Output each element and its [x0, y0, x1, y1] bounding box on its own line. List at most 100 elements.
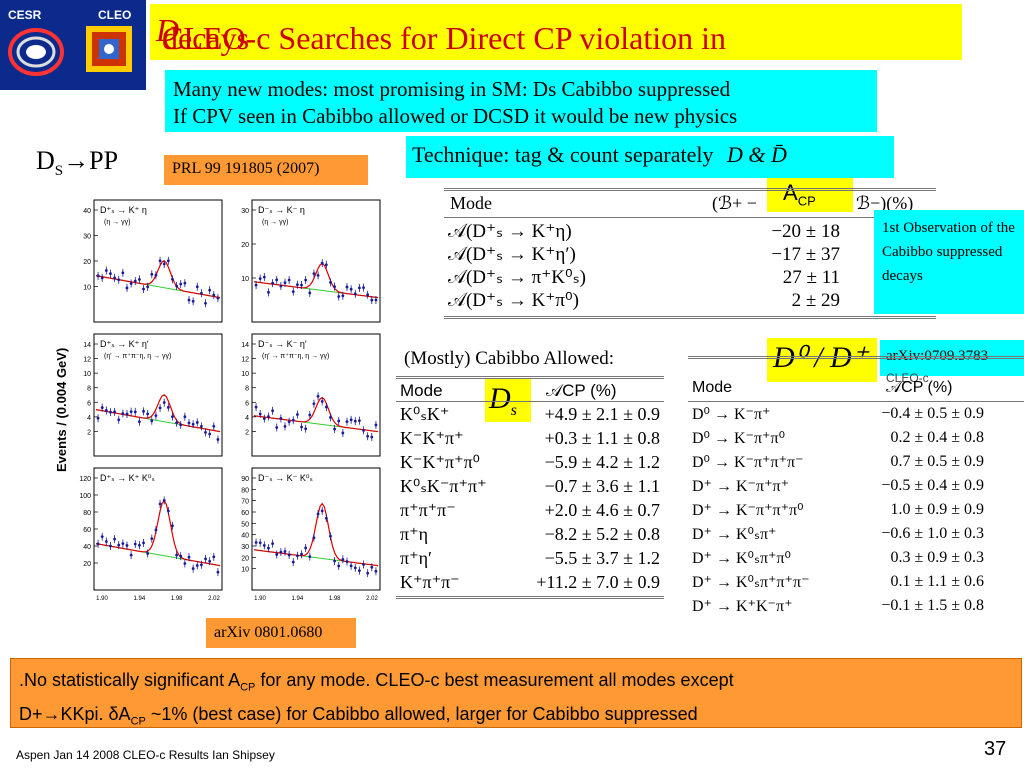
- plot-data-point: [175, 284, 179, 288]
- plot-data-point: [187, 421, 191, 425]
- plot-data-point: [195, 285, 199, 289]
- plot-data-point: [275, 426, 279, 429]
- plot-data-point: [345, 420, 349, 424]
- plot-data-point: [109, 272, 112, 275]
- plot-data-point: [374, 423, 378, 427]
- plot-data-point: [258, 541, 262, 545]
- plot-data-point: [109, 544, 112, 548]
- plot-y-tick-label: 10: [83, 285, 91, 292]
- plot-data-point: [150, 419, 154, 423]
- table-row: 𝒜(D⁺ₛ → K⁺η′) −17 ± 37: [448, 243, 840, 266]
- footer-text: Aspen Jan 14 2008 CLEO-c Results Ian Shi…: [16, 748, 275, 762]
- plot-data-point: [254, 405, 258, 409]
- plot-data-point: [374, 298, 378, 302]
- mass-plots-svg: D⁺ₛ → K⁺ η (η → γγ) 40 30 20 10 D⁻ₛ → K⁻ η (η →…: [79, 199, 381, 602]
- plot-data-point: [171, 415, 174, 419]
- plot-data-point: [204, 301, 207, 305]
- plot-data-point: [308, 413, 312, 417]
- plot-data-point: [254, 541, 258, 544]
- technique-math: D & D̄: [726, 142, 787, 167]
- plot-data-point: [271, 409, 274, 413]
- plot-panel-title: D⁺ₛ → K⁺ η: [100, 205, 147, 215]
- ds-cs-header-right: ℬ−)(%): [856, 193, 914, 213]
- plot-data-point: [133, 410, 137, 414]
- ds-pp-end: →PP: [63, 146, 119, 175]
- plot-data-point: [175, 553, 179, 557]
- plot-data-point: [129, 410, 133, 414]
- plot-data-point: [100, 406, 104, 409]
- plot-data-point: [279, 416, 283, 420]
- plot-data-point: [212, 424, 216, 428]
- plot-data-point: [329, 415, 332, 419]
- ds-badge-sub: s: [510, 402, 517, 419]
- plot-panel-subtitle: (η → γγ): [104, 219, 130, 226]
- right-arrow-icon: →: [42, 703, 61, 724]
- plot-data-point: [320, 261, 324, 265]
- ds-badge-d: D: [489, 382, 511, 415]
- plot-data-point: [324, 516, 328, 520]
- plot-data-point: [191, 567, 195, 570]
- plot-data-point: [320, 509, 324, 513]
- table-row: D⁰ → K⁻π⁺π⁺π⁻ 0.7 ± 0.5 ± 0.9: [692, 453, 984, 471]
- plot-data-point: [312, 402, 316, 406]
- plot-data-point: [166, 406, 170, 409]
- ds-pp-d: D: [36, 146, 55, 175]
- plot-data-point: [362, 429, 365, 432]
- plot-data-point: [96, 542, 100, 546]
- plot-data-point: [121, 412, 125, 415]
- acp-sub: CP: [797, 193, 816, 209]
- plot-data-point: [212, 293, 216, 297]
- plot-data-point: [183, 281, 187, 285]
- plot-data-point: [150, 537, 154, 541]
- ds-cs-header-left: (ℬ+ −: [712, 193, 757, 213]
- plot-data-point: [370, 435, 374, 439]
- plot-panel-frame: [251, 199, 381, 323]
- plot-data-point: [349, 418, 353, 422]
- storage-ring-icon: [8, 26, 132, 76]
- plot-data-point: [287, 553, 291, 557]
- plot-data-point: [283, 550, 287, 553]
- plot-data-point: [146, 552, 150, 555]
- plot-data-point: [262, 417, 266, 421]
- plot-data-point: [345, 285, 349, 289]
- table-row: K⁺π⁺π⁻ +11.2 ± 7.0 ± 0.9: [400, 571, 660, 592]
- ds-pp-heading: DS→PP: [36, 146, 118, 180]
- plot-data-point: [358, 286, 361, 290]
- plot-data-point: [104, 540, 108, 543]
- plot-data-point: [304, 278, 308, 282]
- conclusion-line-1: .No statistically significant ACP for an…: [19, 670, 734, 694]
- technique-box: Technique: tag & count separately D & D̄: [406, 136, 894, 178]
- plot-data-point: [150, 272, 154, 276]
- plot-data-point: [358, 419, 361, 422]
- plot-data-point: [300, 552, 303, 556]
- plot-data-point: [104, 408, 108, 412]
- plot-signal-fit: [253, 396, 379, 433]
- plot-y-tick-label: 2: [245, 429, 249, 436]
- ds-cs-rows: 𝒜(D⁺ₛ → K⁺η) −20 ± 18 𝒜(D⁺ₛ → K⁺η′) −17 ± …: [444, 220, 844, 312]
- plot-x-tick-label: 2.02: [366, 596, 378, 602]
- plot-data-point: [142, 541, 145, 545]
- plot-data-point: [179, 554, 183, 558]
- plot-data-point: [187, 298, 191, 302]
- plot-data-point: [162, 262, 166, 266]
- plot-data-point: [208, 288, 212, 292]
- plot-signal-fit: [253, 502, 379, 567]
- plot-data-point: [329, 534, 332, 538]
- plot-data-point: [316, 394, 320, 398]
- plot-data-point: [341, 557, 345, 561]
- table-row: D⁰ → K⁻π⁺π⁰ 0.2 ± 0.4 ± 0.8: [692, 429, 984, 447]
- plot-data-point: [366, 434, 370, 438]
- plot-data-point: [154, 273, 158, 277]
- plot-data-point: [370, 298, 374, 302]
- plot-panel-subtitle: (η → γγ): [262, 219, 288, 226]
- ds-cs-header-mode: Mode: [450, 193, 492, 213]
- d-rows: D⁰ → K⁻π⁺ −0.4 ± 0.5 ± 0.9 D⁰ → K⁻π⁺π⁰ 0.2…: [688, 402, 988, 618]
- plot-signal-fit: [253, 262, 379, 299]
- table-row: D⁰ → K⁻π⁺ −0.4 ± 0.5 ± 0.9: [692, 405, 984, 423]
- plot-data-point: [179, 423, 183, 427]
- plot-data-point: [275, 278, 279, 282]
- plot-y-tick-label: 80: [241, 487, 249, 494]
- plot-data-point: [312, 536, 316, 540]
- plot-data-point: [208, 432, 212, 436]
- plot-data-point: [204, 557, 207, 561]
